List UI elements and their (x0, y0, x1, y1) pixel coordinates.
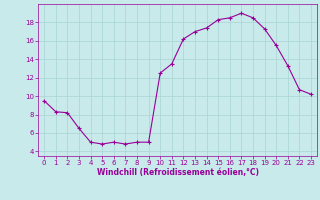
X-axis label: Windchill (Refroidissement éolien,°C): Windchill (Refroidissement éolien,°C) (97, 168, 259, 177)
